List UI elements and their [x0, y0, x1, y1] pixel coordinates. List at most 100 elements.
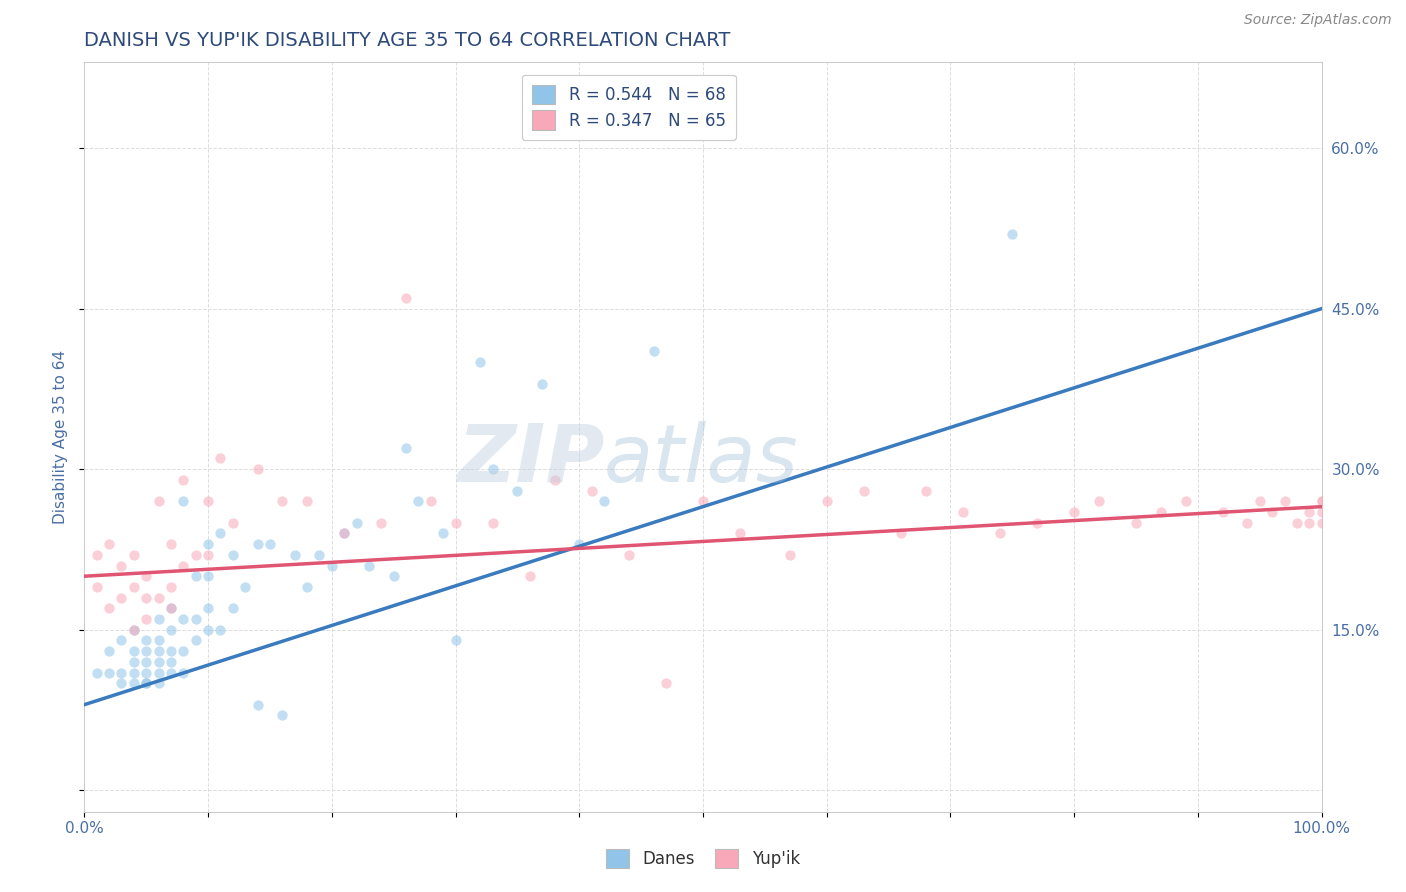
Point [160, 537, 183, 551]
Point [1026, 516, 1049, 530]
Point [470, 355, 492, 369]
Point [135, 676, 157, 690]
Point [519, 569, 541, 583]
Point [86, 665, 108, 680]
Point [148, 655, 170, 669]
Point [122, 665, 145, 680]
Point [160, 601, 183, 615]
Point [184, 633, 207, 648]
Text: Source: ZipAtlas.com: Source: ZipAtlas.com [1244, 13, 1392, 28]
Point [86, 548, 108, 562]
Point [1310, 494, 1333, 508]
Point [222, 548, 245, 562]
Point [122, 644, 145, 658]
Point [1088, 494, 1111, 508]
Point [98, 665, 121, 680]
Point [333, 526, 356, 541]
Point [184, 612, 207, 626]
Point [172, 473, 194, 487]
Point [246, 462, 269, 476]
Point [122, 623, 145, 637]
Point [110, 591, 132, 605]
Point [135, 665, 157, 680]
Point [197, 537, 219, 551]
Point [172, 494, 194, 508]
Point [779, 548, 801, 562]
Point [148, 676, 170, 690]
Point [135, 644, 157, 658]
Point [148, 665, 170, 680]
Point [271, 494, 294, 508]
Point [1125, 516, 1147, 530]
Point [914, 483, 936, 498]
Point [444, 633, 467, 648]
Point [271, 708, 294, 723]
Point [1150, 505, 1173, 519]
Point [98, 537, 121, 551]
Point [122, 655, 145, 669]
Point [395, 441, 418, 455]
Point [172, 558, 194, 573]
Point [1274, 494, 1296, 508]
Point [408, 494, 430, 508]
Point [197, 569, 219, 583]
Point [1261, 505, 1284, 519]
Point [1174, 494, 1197, 508]
Point [692, 494, 714, 508]
Point [1298, 516, 1320, 530]
Point [1310, 516, 1333, 530]
Point [852, 483, 875, 498]
Point [432, 526, 454, 541]
Point [197, 601, 219, 615]
Point [643, 344, 665, 359]
Point [321, 558, 343, 573]
Point [160, 580, 183, 594]
Point [197, 494, 219, 508]
Point [197, 623, 219, 637]
Point [135, 569, 157, 583]
Point [110, 676, 132, 690]
Point [209, 526, 232, 541]
Point [395, 291, 418, 305]
Point [506, 483, 529, 498]
Point [357, 558, 380, 573]
Point [1310, 505, 1333, 519]
Point [135, 612, 157, 626]
Point [655, 676, 678, 690]
Point [1236, 516, 1258, 530]
Point [122, 676, 145, 690]
Point [209, 451, 232, 466]
Point [346, 516, 368, 530]
Point [209, 623, 232, 637]
Point [160, 623, 183, 637]
Point [98, 601, 121, 615]
Point [419, 494, 441, 508]
Point [581, 483, 603, 498]
Point [531, 376, 554, 391]
Point [481, 516, 503, 530]
Point [135, 591, 157, 605]
Point [184, 548, 207, 562]
Point [184, 569, 207, 583]
Point [172, 644, 194, 658]
Point [233, 580, 256, 594]
Point [1063, 505, 1085, 519]
Point [1212, 505, 1234, 519]
Point [148, 591, 170, 605]
Point [172, 612, 194, 626]
Point [148, 494, 170, 508]
Point [246, 537, 269, 551]
Text: ZIP: ZIP [457, 420, 605, 499]
Point [444, 516, 467, 530]
Point [222, 516, 245, 530]
Legend: R = 0.544   N = 68, R = 0.347   N = 65: R = 0.544 N = 68, R = 0.347 N = 65 [522, 75, 735, 140]
Point [333, 526, 356, 541]
Point [568, 537, 591, 551]
Point [1310, 494, 1333, 508]
Point [135, 655, 157, 669]
Point [148, 633, 170, 648]
Point [148, 612, 170, 626]
Point [1285, 516, 1308, 530]
Text: atlas: atlas [605, 420, 799, 499]
Point [160, 665, 183, 680]
